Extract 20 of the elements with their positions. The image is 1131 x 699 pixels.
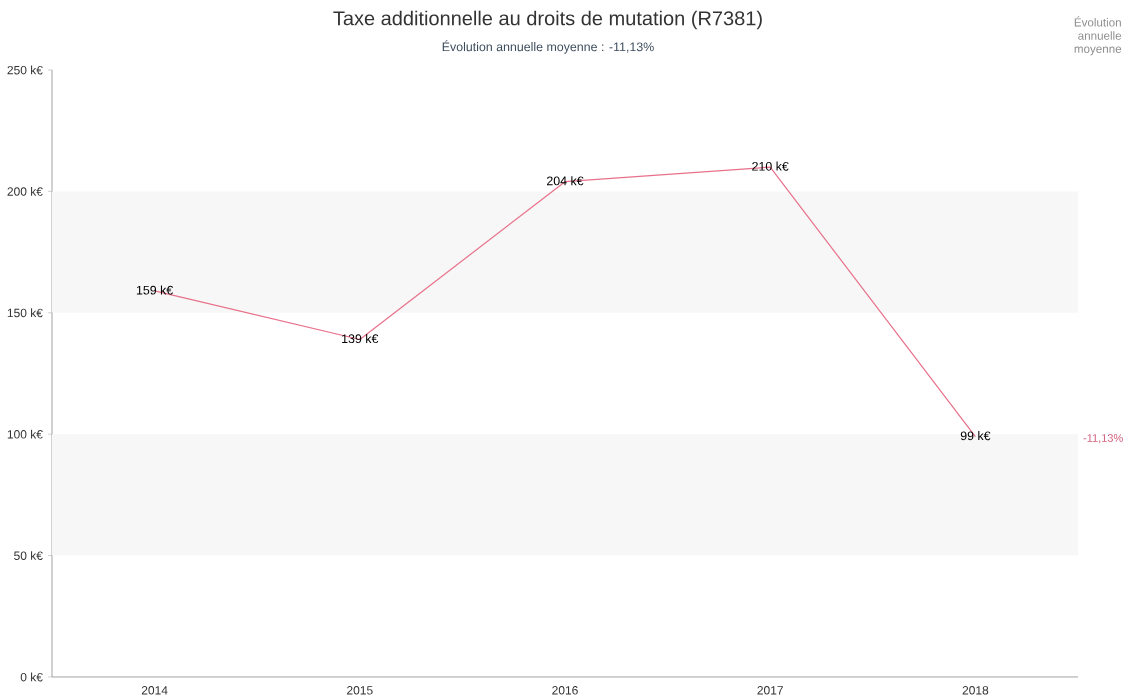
data-label: 210 k€ [752, 161, 789, 171]
y-tick-label: 150 k€ [7, 308, 43, 318]
chart-subtitle: Évolution annuelle moyenne : -11,13% [442, 40, 654, 54]
x-tick-label: 2017 [757, 686, 783, 695]
data-label: 204 k€ [547, 176, 584, 186]
x-tick-label: 2018 [962, 686, 989, 695]
x-tick-label: 2016 [552, 686, 578, 695]
y-tick-label: 250 k€ [7, 65, 43, 75]
y-tick-label: 200 k€ [7, 186, 43, 196]
chart-title: Taxe additionnelle au droits de mutation (R7381) [333, 10, 762, 30]
data-label: 159 k€ [136, 285, 174, 295]
y-tick-label: 50 k€ [14, 551, 43, 560]
data-label: 99 k€ [960, 431, 991, 441]
x-tick-label: 2015 [347, 686, 373, 695]
y-tick-label: 0 k€ [20, 672, 43, 682]
text: -11,13% [1083, 434, 1123, 444]
text: Évolution annuelle moyenne [1074, 16, 1122, 56]
y-tick-label: 100 k€ [7, 429, 43, 439]
data-label: 139 k€ [342, 334, 379, 344]
x-tick-label: 2014 [141, 686, 168, 695]
